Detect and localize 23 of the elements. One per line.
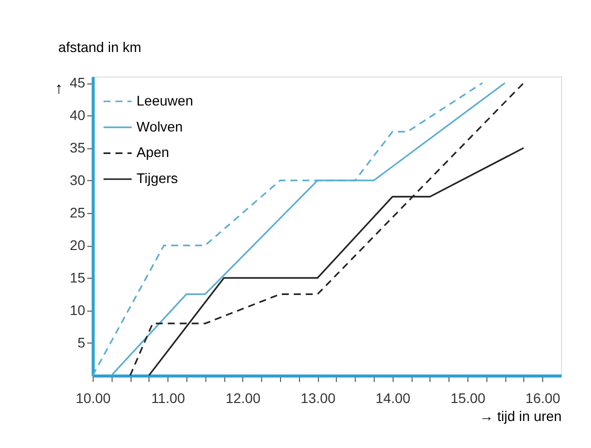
x-tick-label: 13.00 [300, 390, 336, 406]
text: ↑ [54, 80, 63, 98]
x-tick-label: 11.00 [151, 390, 186, 406]
y-tick-label: 45 [70, 74, 86, 90]
y-tick-label: 35 [70, 139, 86, 156]
legend-label: Apen [136, 144, 170, 160]
y-tick-label: 10 [70, 302, 86, 318]
y-tick-label: 40 [70, 106, 86, 123]
x-tick-label: 15.00 [450, 390, 486, 406]
y-axis-title: afstand in km [58, 39, 142, 56]
legend-label: Leeuwen [136, 92, 194, 108]
x-axis-title: → tijd in uren [479, 408, 562, 424]
x-tick-label: 12.00 [226, 390, 261, 406]
y-tick-label: 25 [70, 204, 86, 220]
x-tick-label: 16.00 [525, 390, 561, 406]
legend-label: Tijgers [136, 170, 178, 186]
y-tick-label: 20 [70, 236, 86, 253]
y-tick-label: 5 [77, 334, 86, 350]
y-tick-label: 15 [70, 269, 86, 286]
legend-label: Wolven [136, 118, 183, 134]
y-tick-label: 30 [70, 172, 86, 188]
x-tick-label: 10.00 [76, 390, 111, 406]
x-tick-label: 14.00 [376, 390, 411, 406]
